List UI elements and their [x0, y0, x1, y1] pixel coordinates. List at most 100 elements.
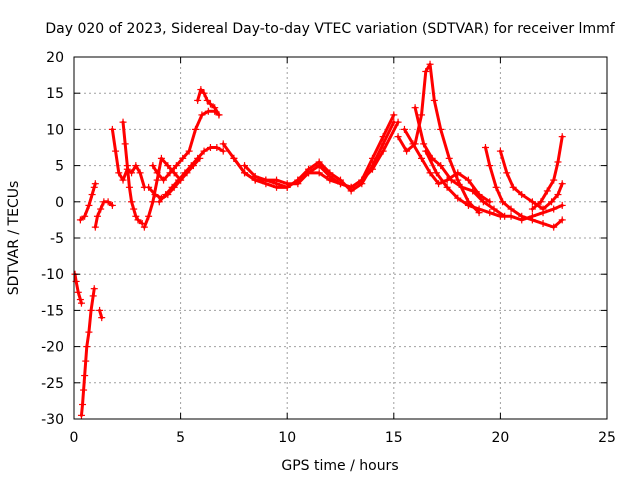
- data-point: [91, 223, 99, 231]
- series-arc-mid-5: [145, 154, 204, 202]
- data-point: [219, 140, 227, 148]
- data-point: [454, 194, 462, 202]
- data-point: [198, 111, 206, 119]
- series-arc-late-7: [528, 133, 566, 213]
- data-point: [337, 180, 344, 188]
- data-point: [479, 198, 487, 206]
- data-point: [108, 201, 116, 209]
- data-point: [379, 147, 387, 155]
- data-point: [464, 176, 472, 184]
- data-point: [96, 306, 104, 314]
- data-point: [403, 147, 411, 155]
- data-point: [481, 144, 489, 151]
- series-line: [79, 287, 96, 417]
- series-line: [424, 149, 564, 222]
- data-point: [136, 169, 144, 177]
- data-point: [76, 216, 84, 224]
- data-point: [121, 140, 129, 148]
- data-point: [499, 198, 507, 206]
- data-point: [358, 176, 366, 184]
- data-point: [206, 100, 214, 108]
- series-line: [78, 182, 97, 222]
- data-point: [130, 205, 138, 213]
- data-point: [554, 191, 562, 199]
- data-point: [432, 169, 440, 177]
- data-point: [89, 292, 97, 300]
- series-line: [530, 135, 564, 211]
- x-tick-label: 5: [176, 430, 185, 446]
- data-point: [294, 180, 302, 188]
- data-point: [183, 169, 191, 177]
- data-point: [368, 165, 376, 173]
- series-arc-small-segment: [96, 306, 106, 322]
- data-point: [447, 176, 455, 184]
- data-point: [108, 125, 116, 133]
- data-point: [153, 169, 161, 177]
- data-point: [437, 125, 445, 133]
- data-point: [82, 357, 90, 365]
- data-point: [125, 183, 133, 191]
- data-point: [104, 198, 112, 206]
- data-point: [128, 198, 136, 206]
- x-tick-label: 25: [598, 430, 616, 446]
- data-point: [119, 118, 127, 126]
- y-tick-label: 0: [55, 195, 64, 211]
- data-point: [157, 154, 165, 162]
- y-tick-label: -15: [41, 303, 64, 319]
- data-point: [132, 212, 140, 220]
- data-point: [149, 198, 157, 206]
- data-point: [160, 176, 168, 184]
- data-point: [558, 133, 566, 141]
- data-point: [305, 169, 313, 177]
- data-point: [548, 198, 556, 206]
- data-point: [170, 183, 178, 191]
- data-point: [164, 191, 172, 199]
- x-tick-labels: 0 5 10 15 20 25: [70, 430, 616, 446]
- data-point: [326, 172, 334, 180]
- data-point: [81, 372, 89, 380]
- data-point: [192, 125, 200, 133]
- data-point: [518, 212, 526, 220]
- data-point: [454, 169, 462, 177]
- y-tick-label: -10: [41, 267, 64, 283]
- data-point: [85, 201, 93, 209]
- data-point: [132, 162, 140, 170]
- x-tick-label: 20: [491, 430, 509, 446]
- data-point: [273, 176, 281, 184]
- data-point: [81, 212, 89, 220]
- data-point: [98, 314, 106, 322]
- data-point: [153, 176, 161, 184]
- data-point: [528, 216, 536, 224]
- series-arc-late-6: [496, 147, 566, 213]
- series-line: [483, 146, 564, 229]
- data-point: [347, 183, 355, 191]
- data-point: [166, 169, 174, 177]
- series-arc-late-1: [394, 60, 483, 217]
- data-point: [394, 118, 402, 126]
- data-point: [230, 154, 238, 162]
- data-point: [123, 162, 131, 170]
- data-point: [200, 147, 208, 155]
- data-point: [157, 194, 165, 202]
- data-point: [558, 180, 566, 188]
- data-point: [486, 162, 494, 170]
- data-point: [197, 86, 205, 94]
- series-arc-mid-3: [194, 86, 223, 119]
- data-point: [76, 296, 84, 304]
- y-tick-label: 20: [46, 50, 64, 66]
- data-point: [213, 144, 221, 151]
- data-point: [97, 205, 105, 213]
- series-arc-plateau-3: [241, 118, 402, 191]
- data-point: [558, 201, 566, 209]
- y-axis-label: SDTVAR / TECUs: [6, 181, 22, 296]
- x-tick-label: 0: [70, 430, 79, 446]
- data-point: [219, 147, 227, 155]
- data-point: [509, 183, 517, 191]
- data-point: [145, 183, 153, 191]
- series-line: [142, 156, 183, 229]
- data-point: [241, 169, 249, 177]
- series-arc-late-3: [411, 104, 509, 220]
- data-point: [151, 191, 159, 199]
- series-arc-burst-b: [119, 118, 146, 228]
- data-point: [409, 140, 417, 148]
